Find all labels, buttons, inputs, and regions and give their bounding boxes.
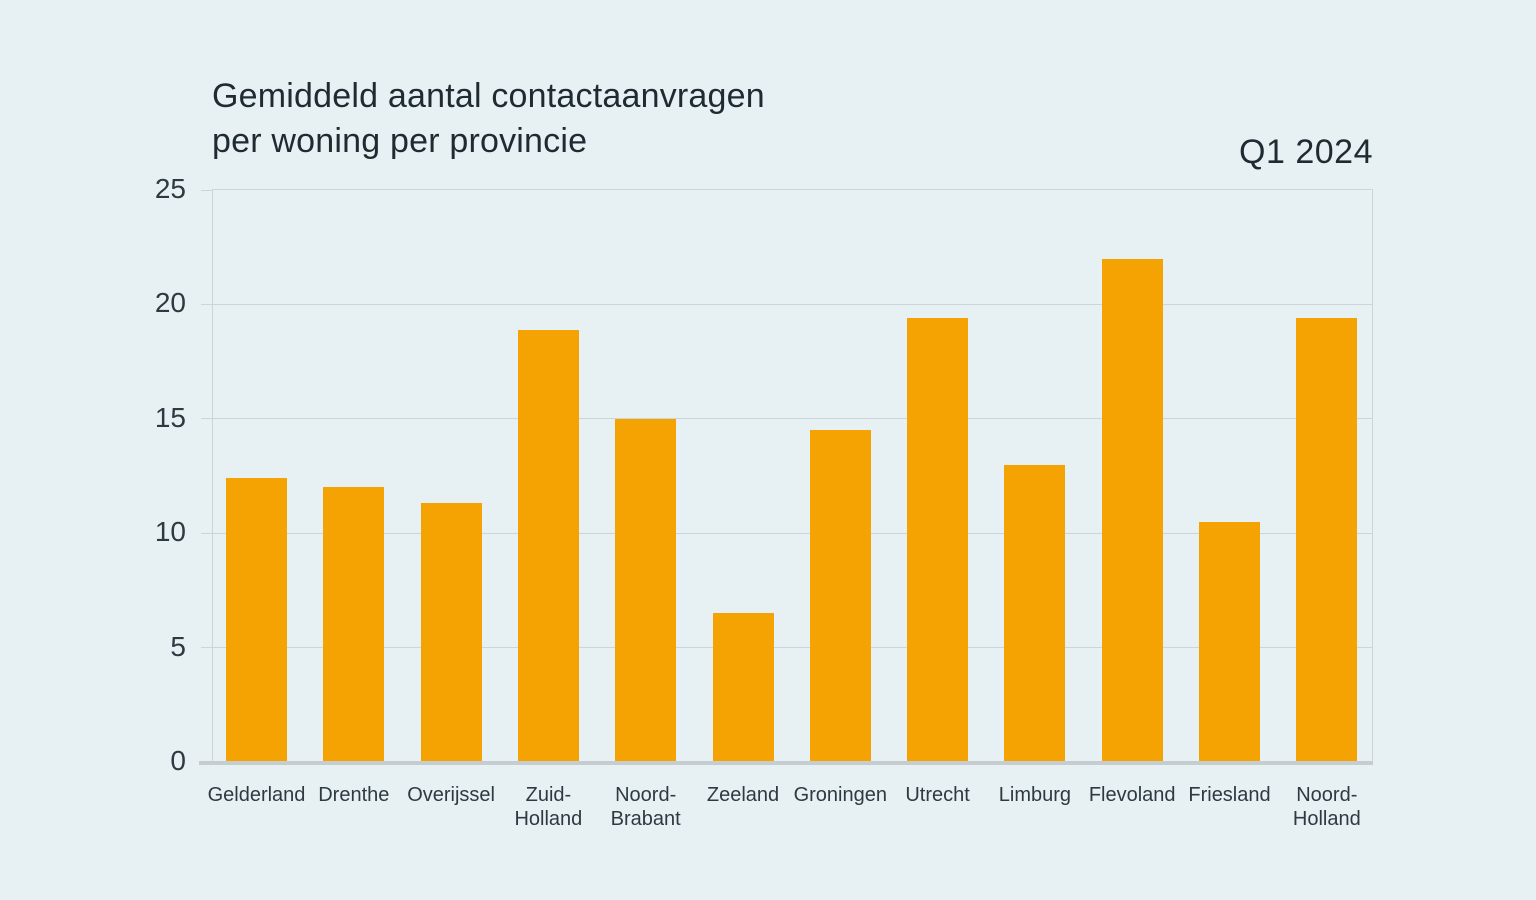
gridline xyxy=(213,303,1372,305)
bar-zuid-holland xyxy=(517,329,579,762)
gridline xyxy=(213,532,1372,534)
x-axis-tick-label: Limburg xyxy=(998,784,1072,806)
x-axis-tick-label: Drenthe xyxy=(318,784,390,806)
y-axis-tick-label: 15 xyxy=(154,401,186,433)
x-axis-tick-label: Friesland xyxy=(1188,784,1271,806)
bar-groningen xyxy=(809,430,871,762)
y-axis-tick-mark xyxy=(201,532,213,534)
bar-gelderland xyxy=(226,478,287,762)
period-label: Q1 2024 xyxy=(1239,133,1373,171)
x-axis-line xyxy=(199,761,1373,765)
y-axis: 0 5 10 15 20 25 xyxy=(116,174,186,776)
x-axis: Gelderland Drenthe Overijssel Zuid- Holland… xyxy=(208,783,1372,843)
chart-title-line2: per woning per provincie xyxy=(212,122,588,160)
y-axis-tick-label: 25 xyxy=(154,173,186,204)
x-axis-tick-label: Noord- Brabant xyxy=(610,784,681,830)
x-axis-tick-label: Overijssel xyxy=(407,784,495,806)
chart-title: Gemiddeld aantal contactaanvragen per wo… xyxy=(212,74,765,164)
bar-utrecht xyxy=(907,318,969,762)
gridline xyxy=(213,418,1372,420)
y-axis-tick-mark xyxy=(201,303,213,305)
x-axis-tick-label: Gelderland xyxy=(207,784,306,806)
chart-title-line1: Gemiddeld aantal contactaanvragen xyxy=(212,77,765,115)
x-axis-tick-label: Noord- Holland xyxy=(1292,784,1361,830)
bar-noord-holland xyxy=(1296,318,1358,762)
y-axis-tick-label: 5 xyxy=(170,630,186,662)
y-axis-tick-label: 20 xyxy=(154,287,186,319)
y-axis-tick-label: 0 xyxy=(170,745,186,776)
y-axis-tick-mark xyxy=(201,647,213,649)
bar-friesland xyxy=(1199,521,1260,762)
x-axis-tick-label: Utrecht xyxy=(905,784,970,806)
bar-limburg xyxy=(1004,464,1066,762)
bar-zeeland xyxy=(712,613,774,762)
bar-noord-brabant xyxy=(615,418,677,762)
gridline xyxy=(213,647,1372,649)
x-axis-tick-label: Zuid- Holland xyxy=(514,784,583,830)
bar-flevoland xyxy=(1101,258,1163,762)
x-axis-tick-label: Groningen xyxy=(793,784,887,806)
bar-overijssel xyxy=(420,503,482,762)
plot-area xyxy=(201,189,1373,762)
x-axis-tick-label: Flevoland xyxy=(1088,784,1176,806)
y-axis-tick-mark xyxy=(201,189,213,191)
y-axis-tick-label: 10 xyxy=(154,516,186,548)
y-axis-tick-mark xyxy=(201,418,213,420)
bar-drenthe xyxy=(323,487,385,762)
x-axis-tick-label: Zeeland xyxy=(706,784,780,806)
